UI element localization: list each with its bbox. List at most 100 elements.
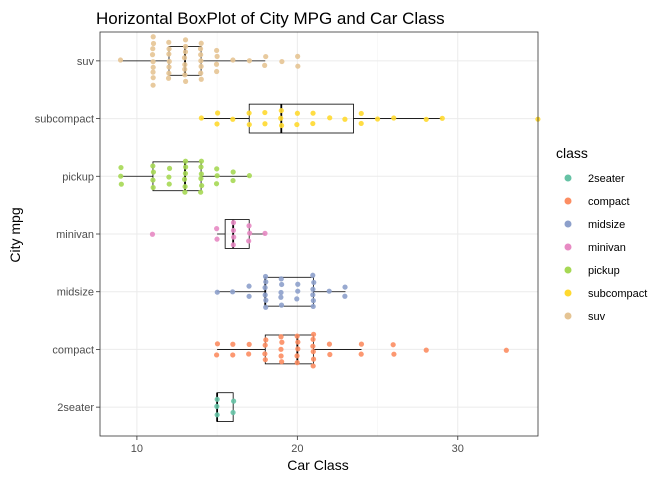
point-pickup	[199, 182, 205, 189]
point-suv	[150, 82, 156, 88]
point-suv	[150, 34, 156, 40]
point-compact	[279, 359, 285, 365]
legend-label-2seater: 2seater	[588, 173, 625, 185]
point-midsize	[310, 286, 316, 292]
point-compact	[358, 341, 365, 347]
y-tick-label: subcompact	[35, 114, 94, 126]
point-midsize	[262, 292, 268, 298]
point-compact	[246, 351, 252, 357]
point-suv	[246, 58, 253, 64]
point-minivan	[214, 226, 220, 232]
point-compact	[278, 334, 284, 340]
point-midsize	[342, 284, 348, 290]
point-suv	[150, 59, 156, 65]
point-pickup	[230, 177, 236, 184]
point-suv	[213, 61, 220, 67]
point-subcompact	[215, 110, 221, 116]
point-compact	[326, 341, 333, 347]
point-midsize	[294, 296, 300, 302]
point-midsize	[310, 272, 316, 278]
point-compact	[294, 353, 300, 359]
point-midsize	[263, 304, 269, 310]
point-pickup	[246, 173, 252, 179]
point-midsize	[246, 283, 252, 289]
point-minivan	[149, 231, 156, 237]
legend-label-subcompact: subcompact	[588, 288, 647, 300]
point-compact	[214, 352, 220, 358]
point-suv	[150, 75, 156, 81]
point-pickup	[118, 181, 124, 187]
point-subcompact	[214, 121, 220, 127]
point-compact	[391, 351, 397, 357]
point-compact	[327, 351, 333, 358]
point-minivan	[214, 236, 220, 242]
point-compact	[310, 363, 316, 369]
point-suv	[165, 75, 172, 81]
point-pickup	[182, 158, 189, 164]
point-compact	[230, 341, 236, 347]
point-compact	[279, 339, 285, 345]
chart-title: Horizontal BoxPlot of City MPG and Car C…	[96, 9, 445, 28]
point-minivan	[247, 230, 253, 236]
point-midsize	[295, 288, 301, 294]
y-tick-label: suv	[77, 56, 95, 68]
legend-label-midsize: midsize	[588, 219, 625, 231]
point-midsize	[310, 303, 316, 310]
point-minivan	[230, 227, 237, 234]
legend-key-minivan	[564, 243, 572, 251]
point-suv	[150, 64, 156, 70]
point-pickup	[166, 181, 172, 187]
point-compact	[390, 342, 396, 348]
point-subcompact	[423, 116, 429, 122]
point-compact	[278, 353, 284, 359]
point-2seater	[230, 409, 236, 416]
point-minivan	[231, 234, 237, 240]
point-midsize	[214, 289, 220, 295]
legend: class 2seater compact midsize minivan pickup…	[556, 145, 647, 323]
point-suv	[182, 37, 189, 43]
point-pickup	[150, 184, 156, 191]
point-midsize	[278, 276, 284, 282]
y-tick-label: 2seater	[57, 402, 94, 414]
point-suv	[198, 58, 204, 64]
legend-key-subcompact	[564, 289, 572, 297]
point-pickup	[198, 171, 204, 177]
point-subcompact	[278, 115, 284, 121]
point-compact	[246, 341, 252, 347]
point-2seater	[214, 412, 220, 418]
point-suv	[198, 63, 204, 70]
point-pickup	[118, 164, 124, 171]
x-axis-title: Car Class	[287, 457, 348, 473]
point-compact	[503, 347, 509, 353]
point-suv	[117, 57, 124, 63]
point-pickup	[182, 170, 189, 177]
point-pickup	[214, 166, 220, 172]
x-tick-label: 30	[452, 443, 464, 455]
legend-key-2seater	[564, 174, 572, 182]
point-compact	[263, 337, 269, 343]
point-midsize	[263, 279, 269, 285]
y-tick-label: midsize	[57, 287, 94, 299]
legend-key-compact	[564, 197, 572, 205]
point-pickup	[182, 183, 188, 190]
point-subcompact	[358, 110, 364, 117]
point-midsize	[310, 298, 316, 304]
point-subcompact	[294, 121, 300, 128]
point-suv	[150, 69, 156, 75]
point-suv	[230, 57, 236, 63]
point-pickup	[213, 181, 220, 187]
point-midsize	[311, 279, 317, 286]
point-pickup	[198, 175, 204, 182]
point-2seater	[231, 398, 237, 404]
point-compact	[262, 342, 268, 348]
point-minivan	[262, 230, 268, 236]
point-midsize	[246, 293, 252, 299]
point-suv	[279, 58, 285, 65]
point-suv	[182, 49, 189, 55]
point-pickup	[150, 163, 156, 169]
point-compact	[230, 352, 236, 358]
point-suv	[263, 53, 269, 60]
legend-label-minivan: minivan	[588, 242, 626, 254]
y-tick-label: minivan	[56, 229, 94, 241]
plot-area: 10 20 30 2seater compact midsize minivan pickup…	[35, 31, 541, 455]
